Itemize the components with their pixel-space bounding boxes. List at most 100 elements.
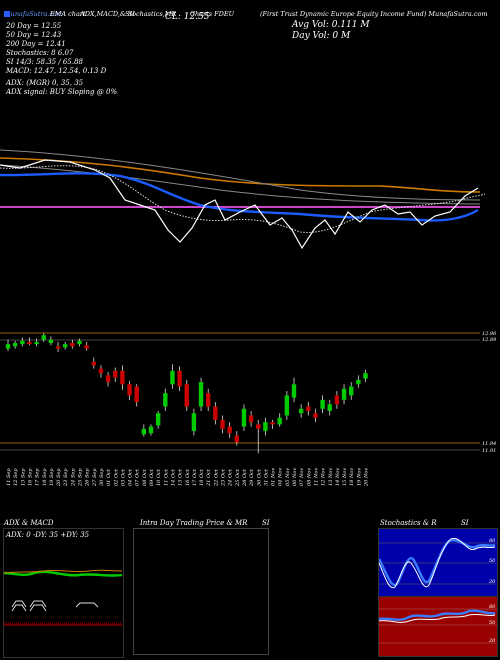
date-label: 15 Nov (342, 468, 348, 486)
close-readout: CL: 12.55 (165, 12, 210, 22)
candle-body (291, 384, 297, 398)
date-label: 29 Oct (249, 468, 255, 487)
candle-body (98, 368, 104, 374)
date-label: 10 Oct (156, 468, 162, 486)
adx-readout: ADX: (MGR) 0, 35, 35 (6, 79, 84, 87)
ema50-readout: 50 Day = 12.43 (6, 31, 62, 39)
price-axis-top-a: 12.96 (482, 331, 497, 337)
candle-body (227, 426, 232, 434)
header-stoch: Stochastics,MR (125, 10, 177, 18)
candles-group (5, 333, 368, 454)
date-label: 20 Nov (364, 468, 370, 487)
date-label: 13 Nov (328, 468, 334, 486)
date-label: 30 Sep (99, 468, 105, 486)
si-panel: 80 50 20 (378, 596, 498, 657)
date-label: 17 Sep (35, 468, 41, 486)
candle-body (84, 345, 89, 349)
date-label: 31 Oct (263, 468, 269, 486)
date-label: 24 Oct (228, 468, 234, 487)
candle-body (298, 408, 304, 414)
date-label: 28 Oct (242, 468, 248, 487)
candle-body (270, 422, 275, 425)
candle-body (263, 422, 268, 432)
candle-body (220, 419, 225, 429)
si-white-line (379, 613, 496, 623)
intraday-si-label: SI (262, 519, 270, 527)
avg-volume: Avg Vol: 0.111 M (292, 20, 370, 30)
grey-line-2 (0, 164, 481, 205)
date-label: 07 Nov (299, 468, 305, 486)
candle-body (27, 341, 32, 345)
candle-body (256, 424, 261, 429)
candle-body (327, 404, 332, 411)
candle-body (63, 344, 68, 348)
candle-body (356, 379, 361, 385)
candle-body (70, 343, 75, 347)
adx-panel: ADX: 0 -DY: 35 +DY: 35 (3, 528, 124, 658)
date-label: 16 Oct (185, 468, 191, 486)
candle-body (113, 370, 118, 378)
candle-body (120, 370, 125, 385)
candle-body (206, 393, 211, 407)
candle-body (141, 428, 147, 435)
candle-body (105, 375, 111, 383)
candle-body (248, 415, 254, 423)
price-line (0, 159, 479, 250)
stoch-panel-title: Stochastics & R (380, 519, 437, 527)
candle-body (163, 393, 168, 407)
date-labels-group: 11 Sep 12 Sep 13 Sep 16 Sep 17 Sep 18 Sep 19 S… (6, 468, 370, 487)
date-label: 19 Nov (356, 468, 362, 486)
date-label: 11 Sep (6, 468, 12, 486)
candle-body (320, 399, 325, 409)
price-axis-bottom-b: 11.91 (482, 448, 497, 454)
adx-panel-readout: ADX: 0 -DY: 35 +DY: 35 (6, 531, 90, 539)
candle-body (12, 343, 18, 347)
candle-body (213, 406, 218, 420)
candle-body (234, 435, 239, 443)
price-axis-top-b: 12.89 (482, 337, 497, 343)
date-label: 27 Sep (92, 468, 98, 487)
adx-orange-line (4, 569, 123, 574)
candle-body (91, 361, 96, 366)
candle-body (313, 413, 318, 418)
header-adx: ADX,MACD,& SI (80, 10, 135, 18)
stoch-tick-20: 20 (489, 579, 496, 585)
ema20-dotted-line (0, 165, 486, 233)
intraday-panel-title: Intra Day Trading Price & MR (140, 519, 248, 527)
candle-body (20, 340, 25, 345)
grey-line-1 (0, 149, 481, 201)
adx-signal-readout: ADX signal: BUY Sloping @ 0% (6, 88, 118, 96)
date-label: 18 Sep (42, 468, 48, 486)
stoch-tick-50: 50 (489, 558, 496, 564)
candle-body (177, 370, 182, 387)
logo-text: MunafaSutra.com (4, 10, 64, 18)
date-label: 15 Oct (178, 468, 184, 486)
candle-body (184, 384, 189, 407)
stoch-tick-80: 80 (489, 538, 496, 544)
logo-box (4, 11, 10, 17)
header-ema-chart: EMA chart (50, 10, 86, 18)
macd-white-line-2 (11, 604, 47, 612)
si-tick-80: 80 (489, 604, 496, 610)
candle-body (363, 373, 368, 379)
candle-body (341, 388, 347, 400)
date-label: 30 Oct (256, 468, 262, 486)
si-blue-line (379, 609, 496, 621)
date-label: 08 Oct (142, 468, 148, 486)
ema200-readout: 200 Day = 12.41 (6, 40, 66, 48)
date-label: 09 Oct (149, 468, 155, 486)
candle-body (5, 344, 11, 349)
date-label: 12 Sep (13, 468, 19, 486)
date-label: 05 Nov (285, 468, 291, 486)
candle-body (155, 413, 161, 426)
date-label: 01 Nov (271, 468, 277, 486)
candle-body (48, 339, 54, 344)
date-label: 18 Nov (349, 468, 355, 486)
adx-panel-title: ADX & MACD (4, 519, 54, 527)
candle-body (306, 406, 311, 411)
si-tick-20: 20 (489, 638, 496, 644)
candle-body (349, 386, 354, 396)
candle-body (148, 426, 154, 434)
day-volume: Day Vol: 0 M (292, 31, 351, 41)
